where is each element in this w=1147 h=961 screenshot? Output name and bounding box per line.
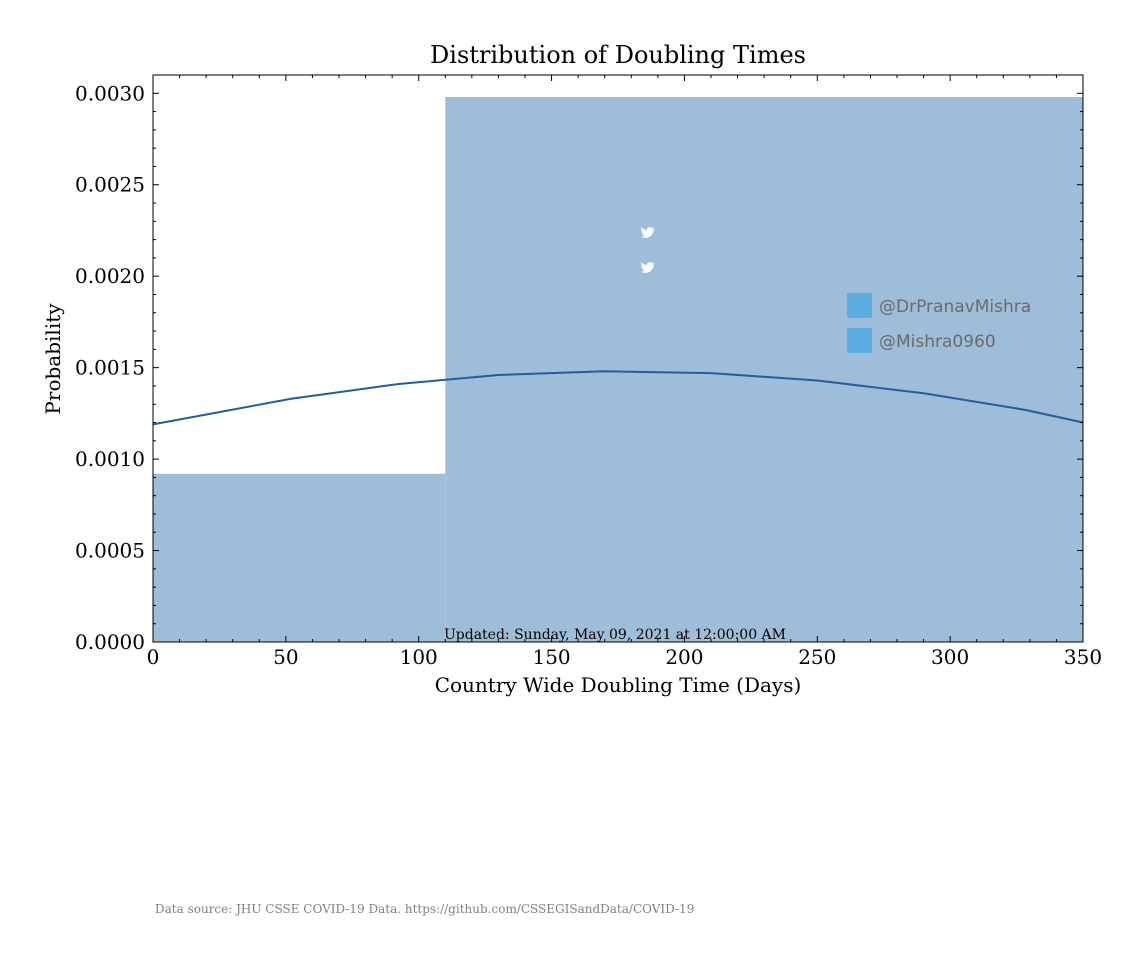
x-tick-label: 50 — [273, 645, 298, 669]
x-tick-labels: 0 50 100 150 200 250 300 350 — [147, 645, 1102, 669]
histogram-bar-1 — [445, 96, 1083, 643]
histogram-bars — [153, 96, 1083, 643]
y-axis-label: Probability — [41, 303, 65, 415]
x-tick-label: 200 — [665, 645, 703, 669]
twitter-handle-text: @Mishra0960 — [879, 332, 996, 352]
x-tick-label: 100 — [400, 645, 438, 669]
twitter-handle-2[interactable]: @Mishra0960 — [640, 262, 996, 353]
histogram-bar-0 — [153, 473, 446, 642]
x-tick-label: 300 — [931, 645, 969, 669]
y-tick-label: 0.0010 — [75, 447, 145, 471]
x-tick-label: 0 — [147, 645, 160, 669]
twitter-icon — [847, 328, 872, 353]
x-axis-label: Country Wide Doubling Time (Days) — [435, 673, 802, 697]
twitter-handle-text: @DrPranavMishra — [879, 297, 1031, 317]
axis-ticks — [152, 74, 1084, 643]
density-curve — [152, 370, 1084, 426]
twitter-bird-glyph — [640, 262, 656, 273]
x-tick-label: 150 — [532, 645, 570, 669]
y-tick-label: 0.0015 — [75, 356, 145, 380]
y-tick-label: 0.0030 — [75, 81, 145, 105]
x-tick-label: 350 — [1064, 645, 1102, 669]
y-tick-label: 0.0025 — [75, 173, 145, 197]
x-tick-label: 250 — [798, 645, 836, 669]
y-tick-label: 0.0005 — [75, 539, 145, 563]
y-tick-labels: 0.0000 0.0005 0.0010 0.0015 0.0020 0.0025 0.00… — [75, 81, 145, 654]
data-source-footer: Data source: JHU CSSE COVID-19 Data. htt… — [155, 902, 694, 916]
twitter-handle-1[interactable]: @DrPranavMishra — [640, 227, 1031, 318]
plot-frame — [152, 74, 1084, 643]
twitter-icon — [847, 293, 872, 318]
twitter-bird-glyph — [640, 227, 656, 238]
chart-title: Distribution of Doubling Times — [430, 41, 806, 69]
updated-annotation: Updated: Sunday, May 09, 2021 at 12:00:0… — [444, 627, 786, 643]
y-tick-label: 0.0020 — [75, 264, 145, 288]
y-tick-label: 0.0000 — [75, 630, 145, 654]
